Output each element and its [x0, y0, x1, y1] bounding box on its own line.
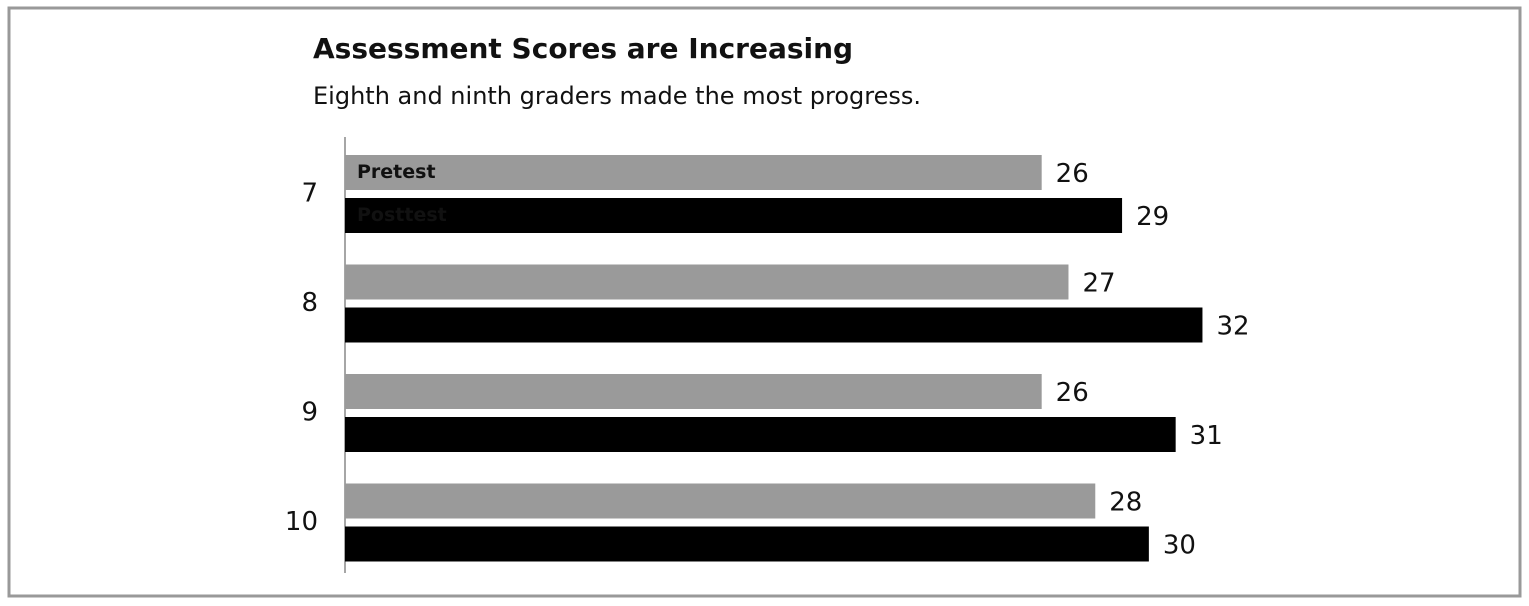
bar: [345, 307, 1203, 343]
legend-label: Posttest: [357, 204, 447, 226]
bar: [345, 417, 1176, 452]
y-tick-label: 9: [301, 398, 318, 428]
bar: [345, 374, 1042, 409]
value-label: 29: [1136, 202, 1169, 232]
bar: [345, 264, 1069, 300]
y-tick-label: 8: [301, 288, 318, 318]
y-tick-label: 7: [301, 179, 318, 209]
chart-title: Assessment Scores are Increasing: [313, 32, 853, 65]
value-label: 31: [1190, 421, 1223, 451]
value-label: 27: [1082, 269, 1115, 299]
value-label: 30: [1163, 531, 1196, 561]
bar: [345, 526, 1149, 562]
bar: [345, 483, 1096, 519]
chart-subtitle: Eighth and ninth graders made the most p…: [313, 82, 921, 110]
legend-label: Pretest: [357, 161, 436, 183]
y-tick-label: 10: [285, 507, 318, 537]
value-label: 32: [1216, 312, 1249, 342]
bar: [345, 198, 1123, 233]
value-label: 28: [1109, 488, 1142, 518]
value-label: 26: [1056, 159, 1089, 189]
value-label: 26: [1056, 378, 1089, 408]
bar: [345, 155, 1042, 190]
